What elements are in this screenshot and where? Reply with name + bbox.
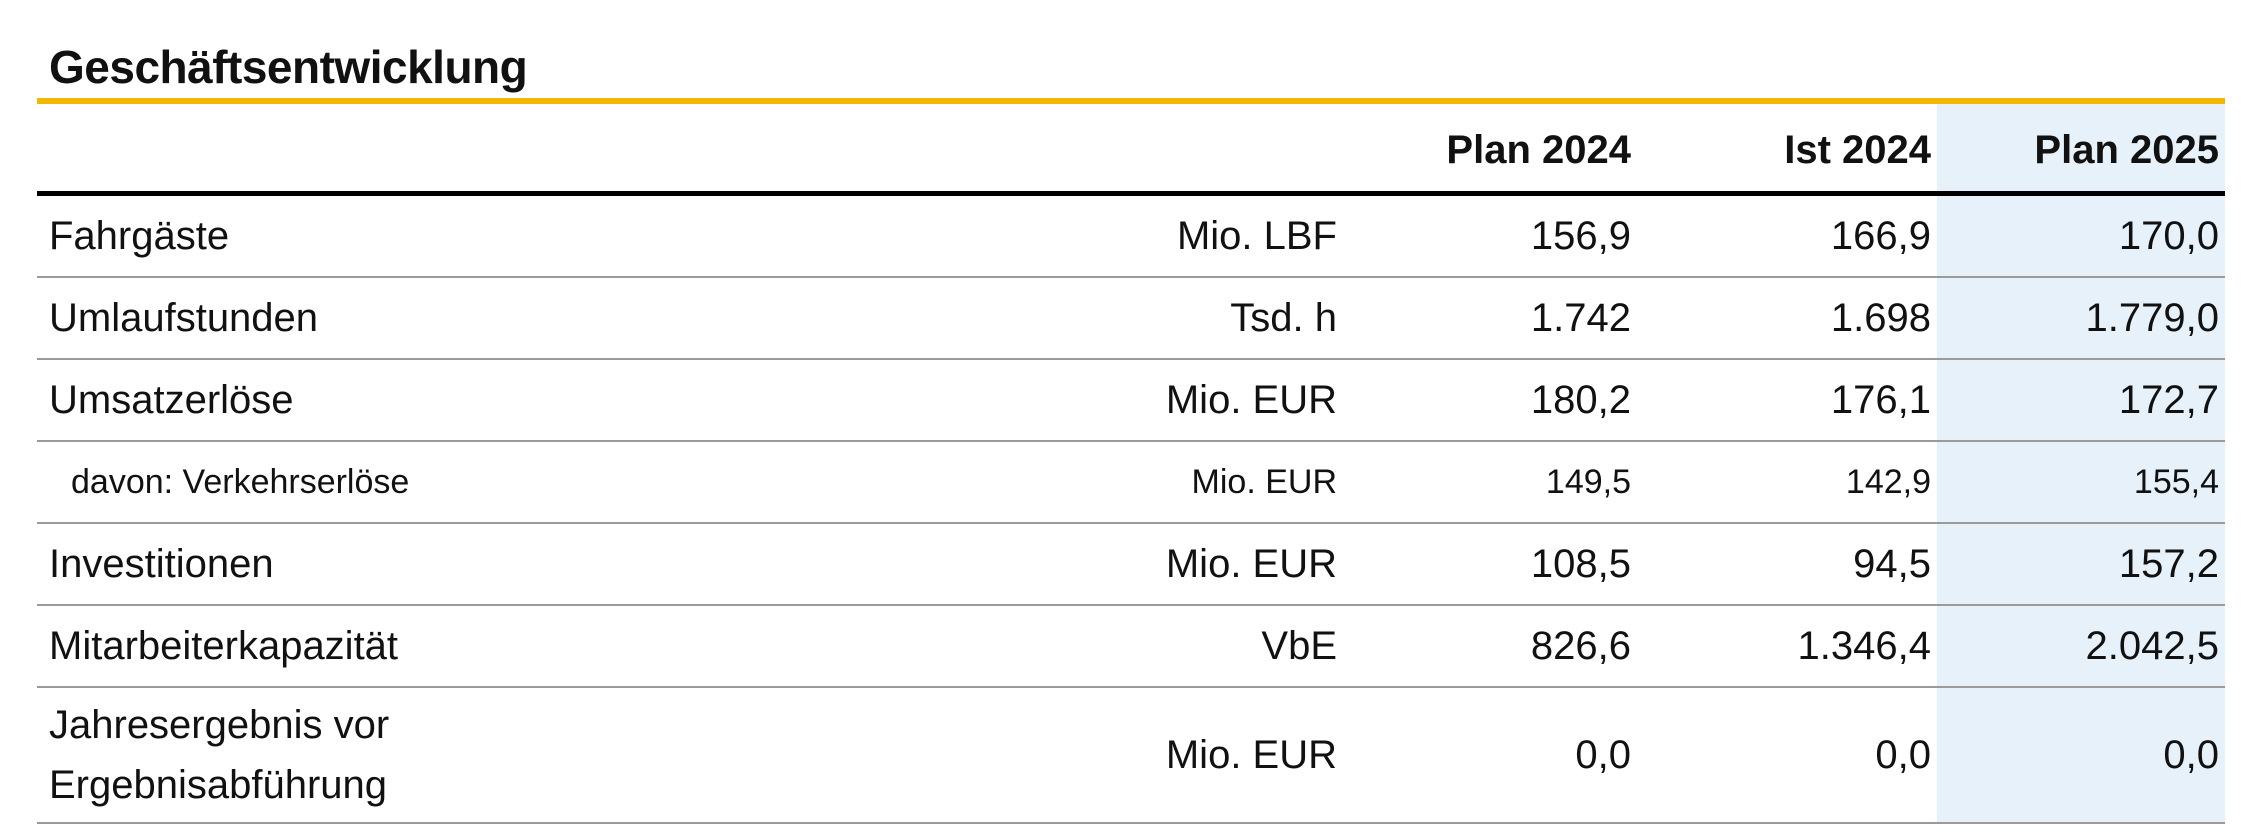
value-plan-2024: 156,9 <box>1337 193 1637 278</box>
value-ist-2024: 94,5 <box>1637 523 1937 606</box>
row-label-line-1: Jahresergebnis vor <box>49 703 390 747</box>
value-ist-2024: 176,1 <box>1637 359 1937 442</box>
value-plan-2024: 826,6 <box>1337 605 1637 688</box>
row-label: Fahrgäste <box>37 193 937 278</box>
value-plan-2024: 108,5 <box>1337 523 1637 606</box>
column-header-ist-2024: Ist 2024 <box>1637 104 1937 196</box>
value-plan-2024: 0,0 <box>1337 687 1637 824</box>
row-unit: Tsd. h <box>937 277 1337 360</box>
value-plan-2024: 1.742 <box>1337 277 1637 360</box>
business-development-table-block: Geschäftsentwicklung Plan 2024 Ist 2024 … <box>37 36 2225 824</box>
row-unit: Mio. EUR <box>937 441 1337 524</box>
header-unit-cell <box>937 104 1337 196</box>
value-plan-2025: 155,4 <box>1937 441 2225 524</box>
row-label: Jahresergebnis vor Ergebnisabführung <box>37 687 937 824</box>
value-plan-2025: 1.779,0 <box>1937 277 2225 360</box>
row-label: Umlaufstunden <box>37 277 937 360</box>
table-row: Fahrgäste Mio. LBF 156,9 166,9 170,0 <box>37 193 2225 278</box>
column-header-plan-2024: Plan 2024 <box>1337 104 1637 196</box>
row-label: Umsatzerlöse <box>37 359 937 442</box>
table-row: Umsatzerlöse Mio. EUR 180,2 176,1 172,7 <box>37 359 2225 442</box>
value-ist-2024: 1.346,4 <box>1637 605 1937 688</box>
value-ist-2024: 166,9 <box>1637 193 1937 278</box>
table-title: Geschäftsentwicklung <box>49 41 528 93</box>
row-unit: Mio. EUR <box>937 359 1337 442</box>
value-ist-2024: 142,9 <box>1637 441 1937 524</box>
business-development-table: Plan 2024 Ist 2024 Plan 2025 Fahrgäste M… <box>37 104 2225 824</box>
value-ist-2024: 0,0 <box>1637 687 1937 824</box>
row-unit: Mio. EUR <box>937 523 1337 606</box>
table-subrow: davon: Verkehrserlöse Mio. EUR 149,5 142… <box>37 441 2225 524</box>
table-row: Mitarbeiterkapazität VbE 826,6 1.346,4 2… <box>37 605 2225 688</box>
table-row: Umlaufstunden Tsd. h 1.742 1.698 1.779,0 <box>37 277 2225 360</box>
row-label: Mitarbeiterkapazität <box>37 605 937 688</box>
row-unit: Mio. LBF <box>937 193 1337 278</box>
value-plan-2025: 2.042,5 <box>1937 605 2225 688</box>
row-label-line-2: Ergebnisabführung <box>49 763 388 807</box>
row-unit: Mio. EUR <box>937 687 1337 824</box>
header-label-cell <box>37 104 937 196</box>
row-unit: VbE <box>937 605 1337 688</box>
value-ist-2024: 1.698 <box>1637 277 1937 360</box>
table-row: Jahresergebnis vor Ergebnisabführung Mio… <box>37 687 2225 824</box>
header-row: Plan 2024 Ist 2024 Plan 2025 <box>37 104 2225 196</box>
row-label: Investitionen <box>37 523 937 606</box>
value-plan-2024: 149,5 <box>1337 441 1637 524</box>
value-plan-2024: 180,2 <box>1337 359 1637 442</box>
row-label: davon: Verkehrserlöse <box>37 441 937 524</box>
value-plan-2025: 172,7 <box>1937 359 2225 442</box>
value-plan-2025: 157,2 <box>1937 523 2225 606</box>
value-plan-2025: 0,0 <box>1937 687 2225 824</box>
value-plan-2025: 170,0 <box>1937 193 2225 278</box>
column-header-plan-2025: Plan 2025 <box>1937 104 2225 196</box>
title-underline <box>37 98 2225 104</box>
table-row: Investitionen Mio. EUR 108,5 94,5 157,2 <box>37 523 2225 606</box>
